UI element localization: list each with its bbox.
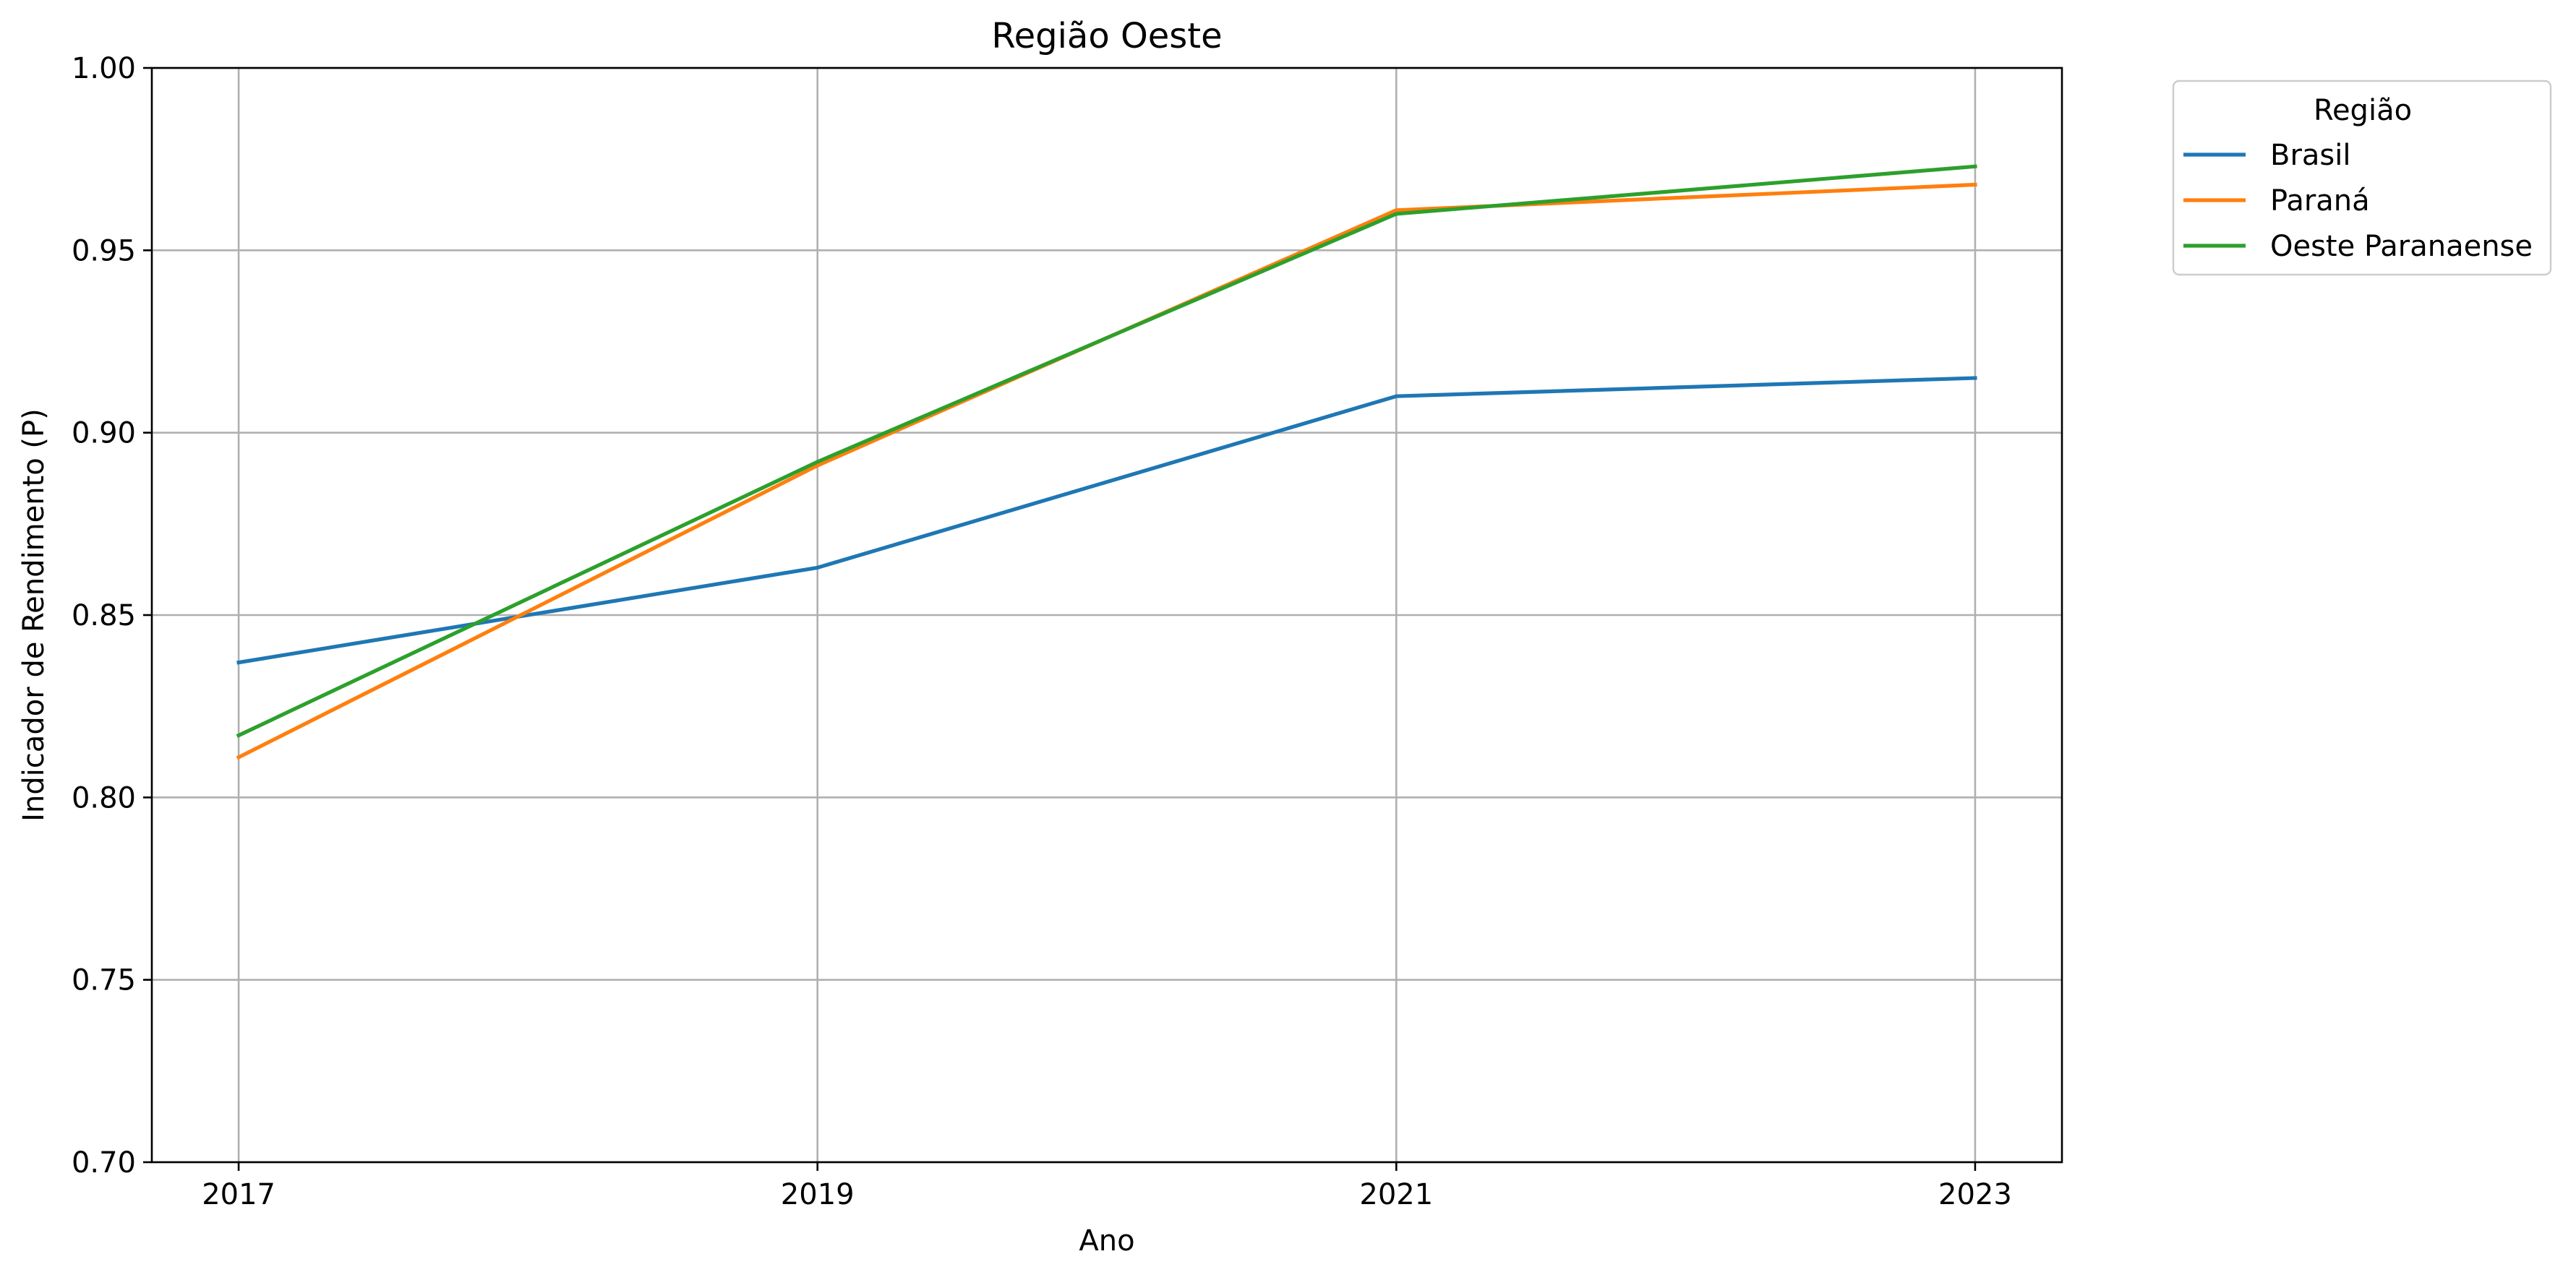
- y-tick-label: 0.70: [72, 1146, 136, 1180]
- y-tick-label: 0.80: [72, 781, 136, 815]
- y-tick-label: 0.85: [72, 599, 136, 632]
- legend-label: Paraná: [2270, 184, 2370, 218]
- x-tick-label: 2023: [1938, 1178, 2012, 1211]
- legend-label: Brasil: [2270, 139, 2350, 172]
- series-line-oeste-paranaense: [236, 164, 1977, 738]
- grid-lines: [152, 66, 2062, 1164]
- legend-box: [2172, 80, 2552, 276]
- axes: 2017 2019 2021 2023 0.70 0.75 0.80 0.85 0.90 0.95…: [72, 52, 2012, 1211]
- series-line-paran-: [236, 182, 1977, 760]
- y-tick-label: 0.90: [72, 417, 136, 450]
- series-lines: [236, 164, 1977, 760]
- legend-label: Oeste Paranaense: [2270, 230, 2533, 263]
- series-line-brasil: [236, 376, 1977, 665]
- y-tick-label: 0.75: [72, 964, 136, 997]
- y-tick-label: 1.00: [72, 52, 136, 85]
- legend: Região Brasil Paraná Oeste Paranaense: [2172, 80, 2552, 276]
- legend-entries: Brasil Paraná Oeste Paranaense: [2183, 139, 2533, 263]
- y-axis-label: Indicador de Rendimento (P): [17, 408, 51, 821]
- chart-title: Região Oeste: [991, 16, 1222, 56]
- x-tick-label: 2021: [1359, 1178, 1433, 1211]
- x-tick-label: 2017: [202, 1178, 275, 1211]
- x-tick-label: 2019: [781, 1178, 855, 1211]
- y-tick-label: 0.95: [72, 234, 136, 267]
- legend-title: Região: [2314, 94, 2412, 127]
- x-axis-label: Ano: [1079, 1224, 1134, 1258]
